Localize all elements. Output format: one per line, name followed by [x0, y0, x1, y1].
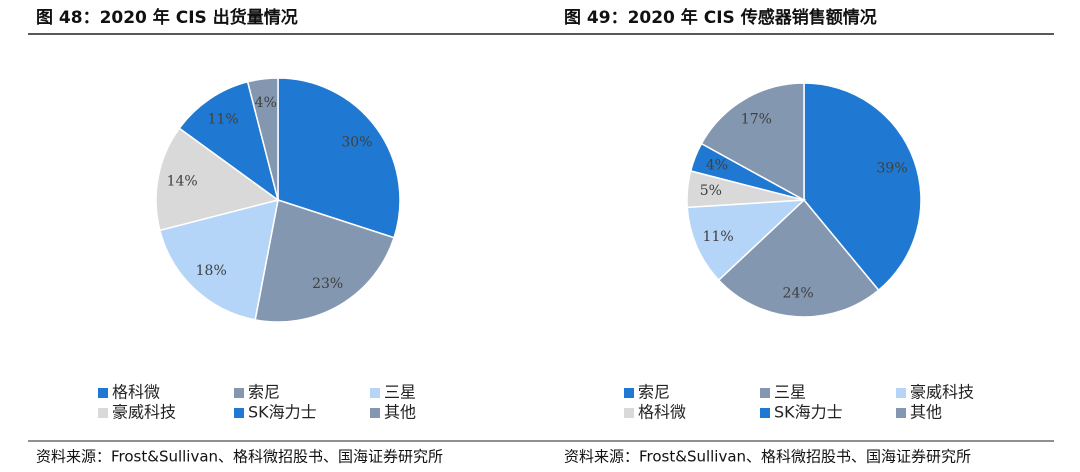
legend-label: 索尼 — [248, 383, 280, 402]
legend-label: SK海力士 — [774, 403, 843, 422]
pie-slice — [155, 127, 280, 232]
legend-swatch — [760, 408, 770, 418]
slice-label: 30% — [341, 135, 372, 151]
slice-label: 11% — [703, 229, 734, 245]
slice-label: 17% — [741, 111, 772, 127]
slice-label: 4% — [255, 95, 277, 111]
pie-slice — [803, 82, 922, 292]
chart-title: 图 48：2020 年 CIS 出货量情况 — [36, 7, 298, 28]
chart-title: 图 49：2020 年 CIS 传感器销售额情况 — [564, 7, 877, 28]
slice-label: 11% — [208, 111, 239, 127]
legend-label: 格科微 — [638, 403, 686, 422]
legend-swatch — [896, 388, 906, 398]
legend-swatch — [624, 408, 634, 418]
legend-swatch — [98, 408, 108, 418]
legend-label: 三星 — [774, 383, 806, 402]
legend-label: 索尼 — [638, 383, 670, 402]
legend-swatch — [370, 388, 380, 398]
slice-label: 39% — [877, 160, 908, 176]
legend-swatch — [370, 408, 380, 418]
slice-label: 4% — [706, 158, 728, 174]
legend-swatch — [624, 388, 634, 398]
legend-swatch — [98, 388, 108, 398]
legend-swatch — [896, 408, 906, 418]
slice-label: 5% — [700, 183, 722, 199]
legend-label: 豪威科技 — [910, 383, 974, 402]
slice-label: 23% — [312, 276, 343, 292]
slice-label: 18% — [196, 263, 227, 279]
pie-slice — [246, 77, 279, 201]
pie-slice — [158, 198, 279, 321]
source-note: 资料来源：Frost&Sullivan、格科微招股书、国海证券研究所 — [36, 448, 443, 466]
legend-swatch — [234, 388, 244, 398]
pie-slice — [254, 199, 395, 323]
legend-swatch — [760, 388, 770, 398]
pie-slice — [277, 77, 401, 239]
legend-swatch — [234, 408, 244, 418]
legend-label: 其他 — [910, 403, 942, 422]
legend-label: 其他 — [384, 403, 416, 422]
legend-label: SK海力士 — [248, 403, 317, 422]
legend-label: 格科微 — [112, 383, 160, 402]
legend-label: 三星 — [384, 383, 416, 402]
pie-slice — [178, 80, 280, 202]
legend-label: 豪威科技 — [112, 403, 176, 422]
pie-slice — [717, 198, 880, 318]
pie-slice — [686, 199, 807, 282]
pie-slice — [700, 82, 805, 202]
source-note: 资料来源：Frost&Sullivan、格科微招股书、国海证券研究所 — [564, 448, 971, 466]
slice-label: 24% — [783, 285, 814, 301]
slice-label: 14% — [167, 174, 198, 190]
